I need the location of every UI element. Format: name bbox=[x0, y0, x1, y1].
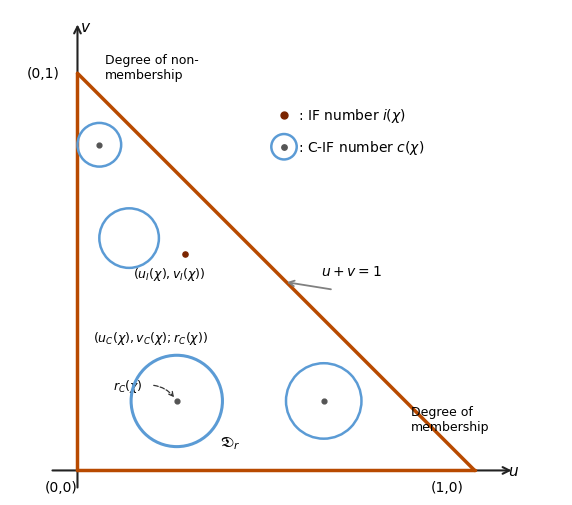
Point bbox=[180, 250, 189, 259]
Point bbox=[280, 112, 289, 120]
Text: $v$: $v$ bbox=[80, 20, 91, 34]
Point bbox=[172, 397, 181, 405]
Text: $\mathfrak{D}_r$: $\mathfrak{D}_r$ bbox=[220, 434, 241, 451]
Text: : IF number $i(\chi)$: : IF number $i(\chi)$ bbox=[298, 107, 406, 125]
Text: $(u_C(\chi), v_C(\chi); r_C(\chi))$: $(u_C(\chi), v_C(\chi); r_C(\chi))$ bbox=[93, 329, 208, 346]
Text: Degree of
membership: Degree of membership bbox=[411, 405, 490, 433]
Text: (1,0): (1,0) bbox=[430, 480, 463, 494]
Point bbox=[280, 143, 289, 152]
Text: $(u_I(\chi), v_I(\chi))$: $(u_I(\chi), v_I(\chi))$ bbox=[133, 266, 206, 283]
Text: $r_C(\chi)$: $r_C(\chi)$ bbox=[113, 377, 143, 394]
Text: Degree of non-
membership: Degree of non- membership bbox=[105, 55, 199, 82]
Text: (0,0): (0,0) bbox=[45, 480, 78, 494]
Text: (0,1): (0,1) bbox=[27, 67, 59, 81]
Text: $u$: $u$ bbox=[509, 463, 519, 478]
Text: $u + v = 1$: $u + v = 1$ bbox=[321, 264, 382, 278]
Text: : C-IF number $c(\chi)$: : C-IF number $c(\chi)$ bbox=[298, 138, 424, 157]
Point bbox=[95, 141, 104, 149]
Point bbox=[319, 397, 328, 405]
